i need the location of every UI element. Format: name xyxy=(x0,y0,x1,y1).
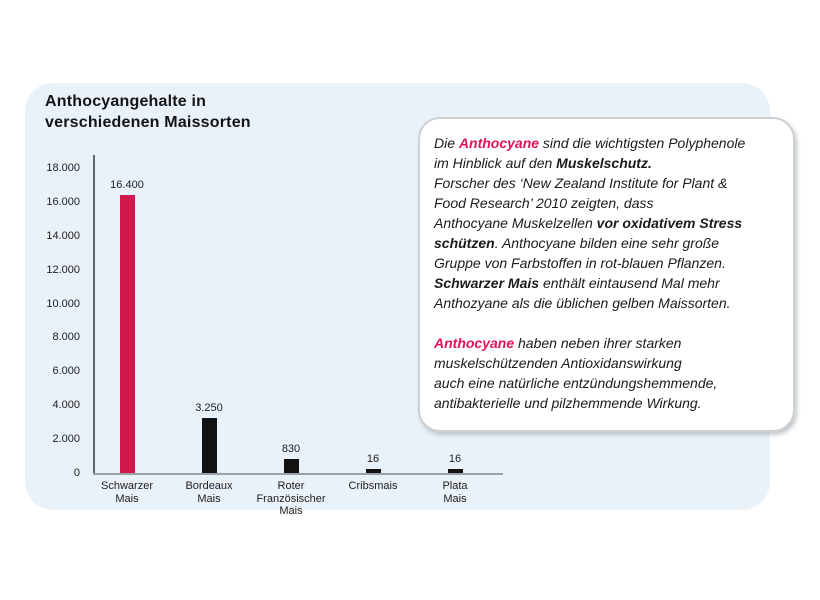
chart-bar xyxy=(284,459,299,473)
y-tick-label: 16.000 xyxy=(46,195,80,208)
bar-value-label: 16 xyxy=(366,453,380,465)
y-tick-label: 8.000 xyxy=(52,331,80,344)
y-axis-line xyxy=(93,155,95,475)
chart-bar xyxy=(120,195,135,473)
y-tick-label: 2.000 xyxy=(52,433,80,446)
chart-bar xyxy=(448,469,463,473)
chart-bar xyxy=(366,469,381,473)
text-segment: Anthozyane als die üblichen gelben Maiss… xyxy=(434,295,731,311)
accent-text: Anthocyane xyxy=(434,335,515,351)
text-segment: . Anthocyane bilden eine sehr große xyxy=(494,235,720,251)
category-label: Plata Mais xyxy=(442,480,468,505)
chart-bar xyxy=(202,418,217,473)
text-segment: Die xyxy=(434,135,459,151)
info-box: Die Anthocyane sind die wichtigsten Poly… xyxy=(418,117,795,432)
text-segment: Schwarzer Mais xyxy=(434,275,540,291)
y-tick-label: 18.000 xyxy=(46,162,80,174)
info-paragraph: Die Anthocyane sind die wichtigsten Poly… xyxy=(434,133,779,313)
category-label: Bordeaux Mais xyxy=(185,480,233,505)
category-label: Roter Französischer Mais xyxy=(256,480,326,517)
chart-title: Anthocyangehalte in verschiedenen Maisso… xyxy=(45,93,251,131)
text-segment: enthält eintausend Mal mehr xyxy=(539,275,720,291)
bar-value-label: 830 xyxy=(281,443,301,455)
accent-text: Anthocyane xyxy=(458,135,540,151)
text-segment: Anthocyane Muskelzellen xyxy=(434,215,597,231)
y-tick-label: 10.000 xyxy=(46,297,80,310)
text-segment: Food Research’ 2010 zeigten, dass xyxy=(434,195,654,211)
y-tick-label: 6.000 xyxy=(52,365,80,378)
x-axis-line xyxy=(93,473,503,475)
category-label: Cribsmais xyxy=(348,480,398,492)
info-paragraph: Anthocyane haben neben ihrer starken musk… xyxy=(434,333,779,413)
y-tick-label: 12.000 xyxy=(46,263,80,276)
text-segment: haben neben ihrer starken xyxy=(514,335,682,351)
text-segment: Gruppe von Farbstoffen in rot-blauen Pfl… xyxy=(434,255,726,271)
text-segment: antibakterielle und pilzhemmende Wirkung… xyxy=(434,395,702,411)
text-segment: schützen xyxy=(434,235,495,251)
info-text: Die Anthocyane sind die wichtigsten Poly… xyxy=(434,133,779,413)
bar-value-label: 16.400 xyxy=(110,179,144,191)
y-tick-label: 4.000 xyxy=(52,399,80,412)
text-segment: sind die wichtigsten Polyphenole xyxy=(539,135,746,151)
bar-chart: 18.000 16.000 14.000 12.000 10.000 8.000 6.000… xyxy=(35,145,515,530)
text-segment: Muskelschutz. xyxy=(556,155,652,171)
text-segment: vor oxidativem Stress xyxy=(596,215,743,231)
text-segment: muskelschützenden Antioxidanswirkung xyxy=(434,355,682,371)
category-label: Schwarzer Mais xyxy=(101,480,153,505)
text-segment: Forscher des ‘New Zealand Institute for … xyxy=(434,175,728,191)
y-tick-label: 14.000 xyxy=(46,229,80,242)
text-segment: auch eine natürliche entzündungshemmende… xyxy=(434,375,718,391)
text-segment: im Hinblick auf den xyxy=(434,155,557,171)
bar-value-label: 3.250 xyxy=(195,402,223,414)
y-tick-label: 0 xyxy=(73,467,80,479)
bar-value-label: 16 xyxy=(448,453,462,465)
